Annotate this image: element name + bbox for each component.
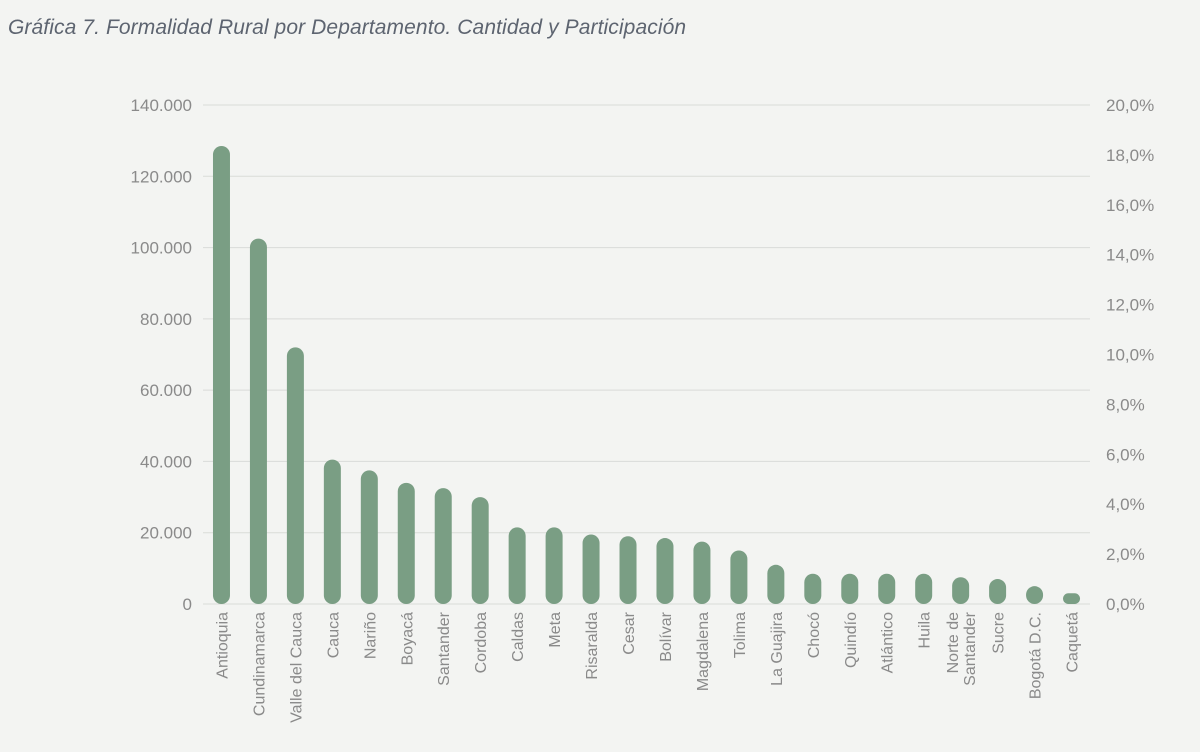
x-tick-label-line: Huila: [917, 612, 934, 649]
y-tick-label: 140.000: [131, 96, 192, 115]
x-tick-label: Nariño: [362, 612, 379, 659]
y2-tick-label: 16,0%: [1106, 196, 1154, 215]
x-tick-label: Atlántico: [880, 612, 897, 673]
bar: [582, 534, 600, 604]
x-tick-label: Norte de Santander: [945, 611, 979, 686]
x-tick-label-line: Cesar: [621, 611, 638, 654]
x-tick-label-line: Antioquia: [214, 612, 231, 679]
y2-tick-label: 4,0%: [1106, 495, 1145, 514]
x-tick-label-line: Bogotá D.C.: [1028, 612, 1045, 699]
y2-tick-label: 18,0%: [1106, 146, 1154, 165]
x-tick-label: Sucre: [991, 612, 1008, 654]
x-tick-label-line: Bolívar: [658, 611, 675, 661]
y2-tick-label: 20,0%: [1106, 96, 1154, 115]
y2-tick-label: 10,0%: [1106, 346, 1154, 365]
bar: [619, 536, 637, 604]
y-tick-label: 100.000: [131, 239, 192, 258]
x-tick-label-line: Cordoba: [473, 612, 490, 673]
x-tick-label: Cauca: [325, 612, 342, 658]
y-axis-right: 0,0% 2,0% 4,0% 6,0% 8,0% 10,0% 12,0% 14,0% 16,0%…: [1106, 96, 1154, 614]
x-tick-label-line: Atlántico: [880, 612, 897, 673]
x-tick-label: Cordoba: [473, 612, 490, 673]
chart-title: Gráfica 7. Formalidad Rural por Departam…: [8, 16, 687, 39]
x-tick-label-line: Sucre: [991, 612, 1008, 654]
x-tick-label-line: Quindío: [843, 612, 860, 668]
x-tick-label-line: Valle del Cauca: [288, 612, 305, 723]
x-tick-label-line: Cundinamarca: [251, 612, 268, 716]
x-tick-label: Tolima: [732, 612, 749, 658]
x-tick-label-line: Norte de: [945, 612, 962, 673]
bar: [545, 527, 563, 604]
x-tick-label-line: Tolima: [732, 612, 749, 658]
bar: [693, 541, 711, 604]
x-tick-label-line: Chocó: [806, 612, 823, 658]
x-tick-label: Boyacá: [399, 612, 416, 665]
x-tick-label: Quindío: [843, 612, 860, 668]
x-tick-label: Caquetá: [1065, 612, 1082, 673]
bar: [434, 488, 452, 604]
x-axis: Antioquia Cundinamarca Valle del Cauca Cauc…: [214, 611, 1081, 723]
x-tick-label-line: La Guajira: [769, 612, 786, 686]
x-tick-label: Santander: [436, 611, 453, 686]
x-tick-label-line: Magdalena: [695, 612, 712, 691]
x-tick-label: Caldas: [510, 612, 527, 662]
y2-tick-label: 6,0%: [1106, 445, 1145, 464]
bar: [656, 538, 674, 604]
bar: [323, 459, 341, 604]
y-tick-label: 120.000: [131, 167, 192, 186]
x-tick-label-line: Nariño: [362, 612, 379, 659]
bar: [915, 573, 933, 604]
x-tick-label: Valle del Cauca: [288, 612, 305, 723]
bar: [989, 579, 1007, 604]
x-tick-label: Antioquia: [214, 612, 231, 679]
bar: [286, 347, 304, 604]
y2-tick-label: 14,0%: [1106, 246, 1154, 265]
x-tick-label: Chocó: [806, 612, 823, 658]
x-tick-label: Cundinamarca: [251, 612, 268, 716]
x-tick-label: Meta: [547, 612, 564, 648]
x-tick-label-line: Risaralda: [584, 612, 601, 680]
x-tick-label-line: Meta: [547, 612, 564, 648]
bar: [212, 145, 230, 604]
bar: [249, 238, 267, 605]
bar: [841, 573, 859, 604]
y2-tick-label: 8,0%: [1106, 395, 1145, 414]
bars: [212, 145, 1081, 605]
bar: [397, 482, 415, 604]
x-tick-label: Bolívar: [658, 611, 675, 661]
x-tick-label-line: Santander: [436, 611, 453, 686]
x-tick-label: Cesar: [621, 611, 638, 654]
x-tick-label-line: Santander: [962, 611, 979, 686]
y-tick-label: 0: [183, 595, 192, 614]
x-tick-label-line: Cauca: [325, 612, 342, 658]
x-tick-label-line: Caquetá: [1065, 612, 1082, 673]
x-tick-label: La Guajira: [769, 612, 786, 686]
bar: [508, 527, 526, 604]
y-axis-left: 0 20.000 40.000 60.000 80.000 100.000 120.000 1…: [131, 96, 192, 614]
gridlines: [203, 104, 1090, 605]
y2-tick-label: 12,0%: [1106, 296, 1154, 315]
x-tick-label: Huila: [917, 612, 934, 649]
x-tick-label: Bogotá D.C.: [1028, 612, 1045, 699]
bar: [1063, 593, 1081, 604]
bar: [952, 577, 970, 604]
x-tick-label-line: Boyacá: [399, 612, 416, 665]
y-tick-label: 20.000: [140, 524, 192, 543]
x-tick-label: Magdalena: [695, 612, 712, 691]
y2-tick-label: 2,0%: [1106, 545, 1145, 564]
y-tick-label: 60.000: [140, 381, 192, 400]
bar: [878, 573, 896, 604]
bar: [360, 470, 378, 604]
y-tick-label: 40.000: [140, 452, 192, 471]
bar: [730, 550, 748, 604]
x-tick-label: Risaralda: [584, 612, 601, 680]
y2-tick-label: 0,0%: [1106, 595, 1145, 614]
bar: [471, 497, 489, 604]
bar: [804, 573, 822, 604]
y-tick-label: 80.000: [140, 310, 192, 329]
x-tick-label-line: Caldas: [510, 612, 527, 662]
bar: [1026, 586, 1044, 604]
bar: [767, 564, 785, 604]
